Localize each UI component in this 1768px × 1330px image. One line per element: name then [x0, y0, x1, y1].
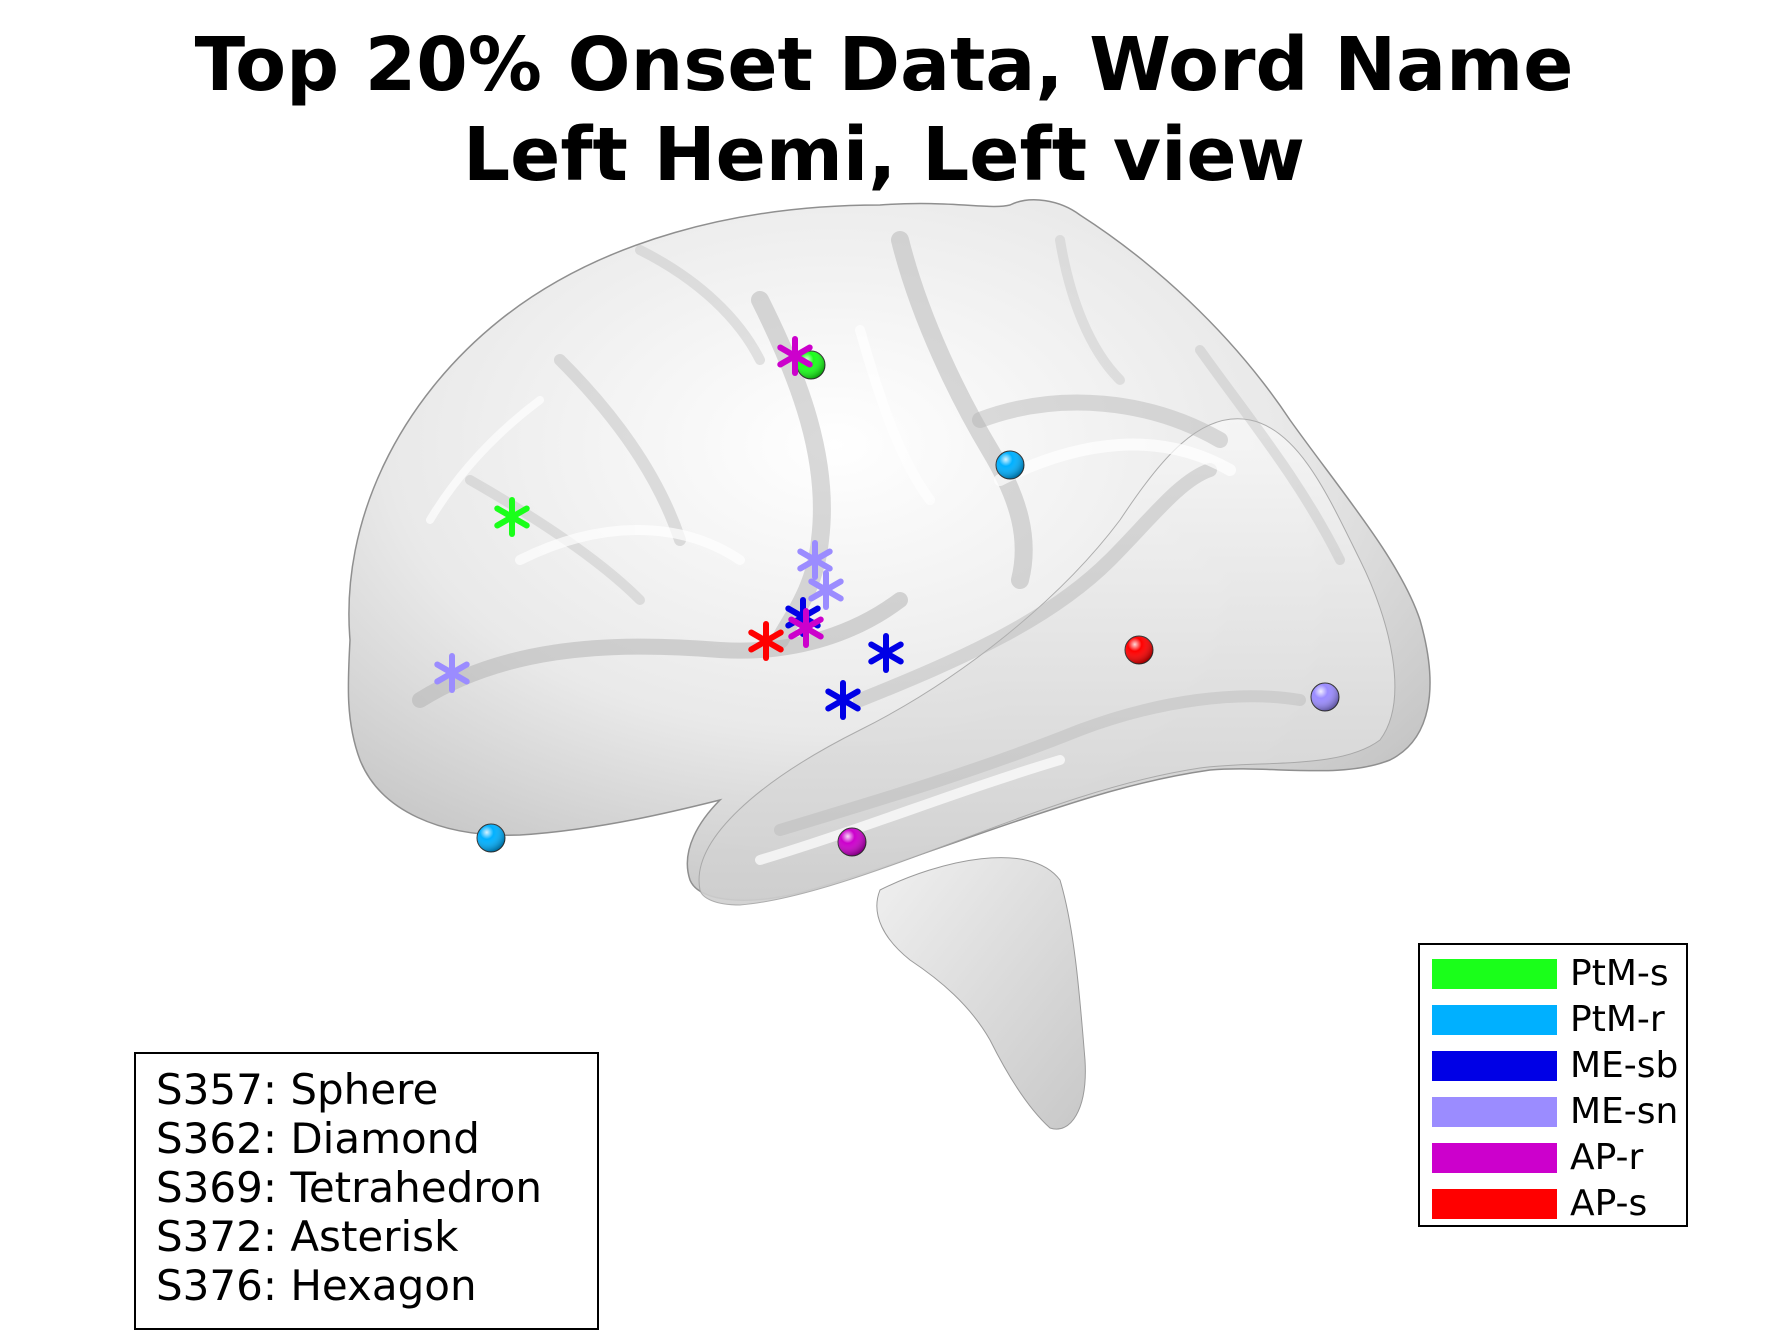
legend-label: AP-r — [1570, 1137, 1644, 1178]
electrode-markers — [434, 336, 1340, 857]
shape-key-line: S362: Diamond — [156, 1114, 480, 1163]
asterisk-marker — [868, 633, 904, 673]
asterisk-marker — [494, 497, 530, 537]
sphere-marker-shine — [996, 451, 1024, 479]
shape-key-line: S372: Asterisk — [156, 1212, 459, 1261]
legend-swatch — [1432, 1051, 1557, 1081]
asterisk-stroke — [434, 661, 470, 685]
asterisk-marker — [825, 680, 861, 720]
shape-key-box: S357: Sphere S362: Diamond S369: Tetrahe… — [134, 1052, 599, 1330]
legend-label: ME-sb — [1570, 1045, 1679, 1086]
shape-key-line: S376: Hexagon — [156, 1261, 477, 1310]
sphere-marker-shine — [1311, 683, 1339, 711]
legend-entry: AP-r — [1432, 1137, 1682, 1178]
asterisk-marker — [788, 608, 824, 648]
sphere-marker-shine — [477, 824, 505, 852]
legend-label: PtM-r — [1570, 999, 1665, 1040]
asterisk-stroke — [494, 505, 530, 529]
gyri-highlights — [426, 325, 1236, 865]
legend-swatch — [1432, 1189, 1557, 1219]
legend-entry: ME-sn — [1432, 1091, 1682, 1132]
asterisk-stroke — [825, 688, 861, 712]
title-line-2: Left Hemi, Left view — [463, 112, 1305, 198]
legend-swatch — [1432, 1097, 1557, 1127]
asterisk-marker — [434, 653, 470, 693]
asterisk-stroke — [868, 641, 904, 665]
asterisk-stroke — [777, 344, 813, 368]
legend-swatch — [1432, 1005, 1557, 1035]
asterisk-stroke — [797, 548, 833, 572]
legend-swatch — [1432, 959, 1557, 989]
legend-label: AP-s — [1570, 1183, 1648, 1224]
sphere-marker-shine — [1125, 636, 1153, 664]
asterisk-marker — [797, 540, 833, 580]
legend-entry: AP-s — [1432, 1183, 1682, 1224]
legend-swatch — [1432, 1143, 1557, 1173]
title-line-1: Top 20% Onset Data, Word Name — [194, 22, 1574, 108]
asterisk-stroke — [788, 616, 824, 640]
asterisk-marker — [748, 621, 784, 661]
temporal-lobe-shape — [698, 418, 1396, 906]
asterisk-marker — [777, 336, 813, 376]
shape-key-line: S369: Tetrahedron — [156, 1163, 542, 1212]
legend-entry: PtM-r — [1432, 999, 1682, 1040]
asterisk-stroke — [808, 578, 844, 602]
legend-label: PtM-s — [1570, 953, 1669, 994]
asterisk-stroke — [748, 629, 784, 653]
legend-entry: ME-sb — [1432, 1045, 1682, 1086]
group-legend: PtM-s PtM-r ME-sb ME-sn AP-r AP-s — [1418, 943, 1688, 1227]
legend-label: ME-sn — [1570, 1091, 1679, 1132]
sphere-marker-shine — [838, 828, 866, 856]
asterisk-marker — [808, 570, 844, 610]
shape-key-line: S357: Sphere — [156, 1065, 439, 1114]
brainstem-shape — [876, 857, 1086, 1130]
legend-entry: PtM-s — [1432, 953, 1682, 994]
